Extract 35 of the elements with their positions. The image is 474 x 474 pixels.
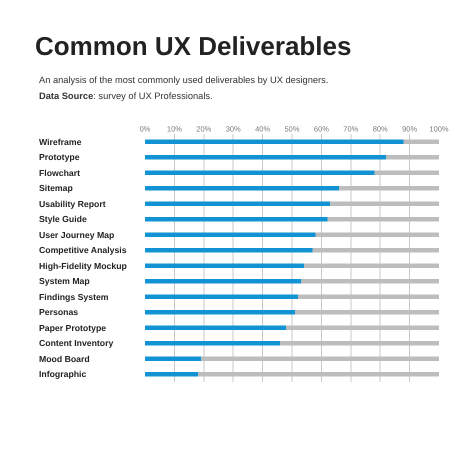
bar xyxy=(145,232,316,238)
y-tick-label: Style Guide xyxy=(39,214,87,224)
source-note: Data Source: survey of UX Professionals. xyxy=(39,91,213,101)
y-tick-label: Paper Prototype xyxy=(39,323,106,333)
y-tick-label: Wireframe xyxy=(39,137,82,147)
bar xyxy=(145,201,330,206)
y-tick-label: Mood Board xyxy=(39,354,90,364)
chart-title: Common UX Deliverables xyxy=(35,31,352,62)
y-tick-label: Infographic xyxy=(39,369,86,379)
bar xyxy=(145,356,201,362)
bar xyxy=(145,278,301,284)
bar xyxy=(145,263,304,268)
y-tick-label: User Journey Map xyxy=(39,230,114,240)
bar xyxy=(145,139,404,144)
bar xyxy=(145,294,298,300)
y-tick-label: Sitemap xyxy=(39,183,73,193)
y-tick-label: System Map xyxy=(39,276,90,286)
chart-subtitle: An analysis of the most commonly used deliverables by UX designers. xyxy=(39,75,328,85)
bar xyxy=(145,154,386,160)
y-tick-label: High-Fidelity Mockup xyxy=(39,261,127,271)
bar xyxy=(145,216,328,222)
bar xyxy=(145,248,313,253)
bar xyxy=(145,372,198,377)
y-tick-label: Prototype xyxy=(39,152,80,162)
bar xyxy=(145,325,286,330)
y-tick-label: Findings System xyxy=(39,292,109,302)
y-tick-label: Personas xyxy=(39,307,78,317)
y-tick-label: Competitive Analysis xyxy=(39,245,127,255)
bar xyxy=(145,170,374,176)
y-tick-label: Usability Report xyxy=(39,199,106,209)
bar xyxy=(145,310,295,315)
bar xyxy=(145,186,340,191)
y-tick-label: Content Inventory xyxy=(39,338,114,348)
y-tick-label: Flowchart xyxy=(39,168,80,178)
bar xyxy=(145,340,280,346)
